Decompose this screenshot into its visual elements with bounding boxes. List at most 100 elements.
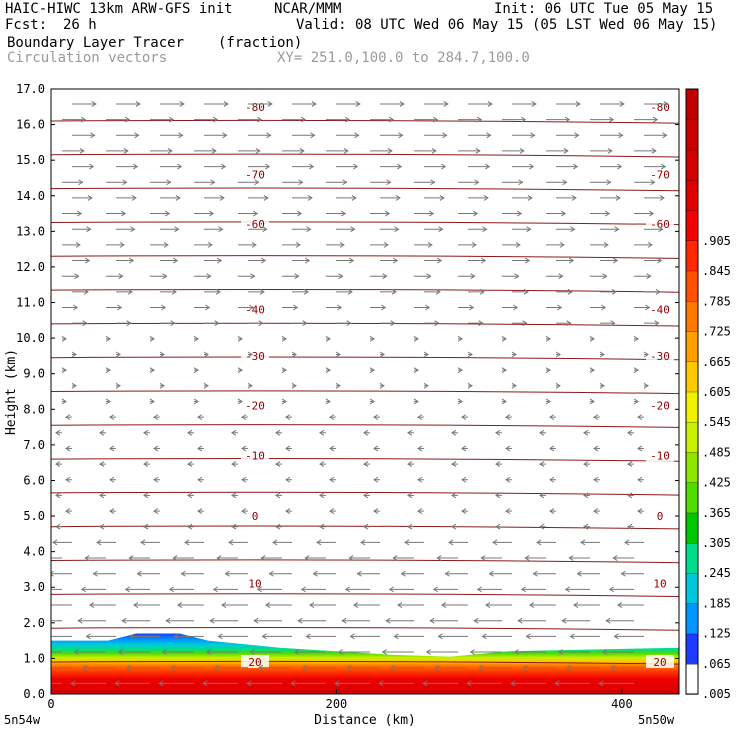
vector-head bbox=[532, 570, 538, 577]
contour-label: 10 bbox=[653, 578, 666, 591]
vector-head bbox=[129, 633, 135, 640]
vector-head bbox=[55, 429, 61, 436]
vector-head bbox=[647, 241, 653, 248]
vector-head bbox=[275, 429, 281, 436]
vector-head bbox=[350, 226, 356, 233]
vector-head bbox=[593, 445, 599, 452]
vector-head bbox=[434, 320, 440, 327]
vector-head bbox=[566, 664, 572, 671]
vector-head bbox=[285, 476, 291, 483]
vector-head bbox=[241, 445, 247, 452]
vector-head bbox=[457, 398, 463, 405]
vector-head bbox=[285, 414, 291, 421]
vector-head bbox=[444, 570, 450, 577]
vector-head bbox=[501, 398, 507, 405]
vector-head bbox=[241, 414, 247, 421]
vector-head bbox=[73, 304, 79, 311]
contour-label-bg bbox=[241, 448, 269, 462]
vector-head bbox=[231, 492, 237, 499]
vector-head bbox=[549, 476, 555, 483]
vector-head bbox=[351, 194, 357, 201]
vector-head bbox=[293, 304, 299, 311]
vector-head bbox=[136, 570, 142, 577]
vector-head bbox=[604, 210, 611, 217]
vector-head bbox=[193, 367, 199, 374]
vector-head bbox=[310, 132, 316, 139]
vector-head bbox=[215, 288, 221, 295]
vector-head bbox=[171, 288, 177, 295]
vector-head bbox=[164, 210, 171, 217]
vector-head bbox=[618, 132, 624, 139]
vector-head bbox=[52, 539, 58, 546]
vector-head bbox=[643, 382, 649, 389]
vector-head bbox=[249, 649, 255, 655]
vector-head bbox=[325, 335, 331, 342]
vector-head bbox=[583, 429, 589, 436]
vector-head bbox=[393, 633, 399, 640]
vector-head bbox=[298, 179, 304, 186]
vector-head bbox=[80, 116, 87, 123]
vector-head bbox=[275, 492, 281, 499]
contour-label: -80 bbox=[245, 101, 265, 114]
contour-label-bg bbox=[646, 576, 674, 590]
valid-time: Valid: 08 UTC Wed 06 May 15 (05 LST Wed … bbox=[296, 17, 718, 33]
vector-head bbox=[555, 382, 561, 389]
contour-line bbox=[51, 322, 679, 327]
forecast-label: Fcst: bbox=[5, 17, 48, 33]
vector-head bbox=[329, 445, 335, 452]
vector-head bbox=[616, 163, 623, 170]
vector-head bbox=[88, 163, 95, 170]
vector-head bbox=[133, 602, 139, 608]
vector-head bbox=[598, 680, 604, 687]
vector-head bbox=[241, 508, 247, 514]
vector-head bbox=[422, 680, 428, 687]
vector-head bbox=[260, 555, 266, 561]
contour-label: -30 bbox=[650, 350, 670, 363]
vector-head bbox=[583, 492, 589, 499]
x-end-label: 5n50w bbox=[638, 713, 675, 727]
vector-head bbox=[643, 351, 649, 358]
colorbar-label: .125 bbox=[702, 627, 731, 641]
colorbar-swatch bbox=[685, 149, 699, 181]
vector-head bbox=[378, 680, 384, 687]
y-tick-label: 4.0 bbox=[23, 545, 45, 559]
vector-head bbox=[197, 445, 203, 452]
cross-section-endpoints: XY= 251.0,100.0 to 284.7,100.0 bbox=[277, 50, 530, 66]
vector-head bbox=[457, 367, 463, 374]
plot-frame bbox=[50, 88, 680, 695]
colorbar-label: .545 bbox=[702, 415, 731, 429]
vector-head bbox=[417, 445, 423, 452]
vector-head bbox=[589, 335, 595, 342]
vector-head bbox=[619, 101, 625, 107]
vector-head bbox=[256, 586, 263, 593]
vector-head bbox=[340, 210, 347, 217]
vector-head bbox=[342, 179, 348, 186]
vectors-label: Circulation vectors bbox=[7, 50, 168, 66]
vector-head bbox=[84, 555, 90, 561]
vector-head bbox=[523, 288, 529, 295]
contour-label: 0 bbox=[657, 510, 664, 523]
vector-head bbox=[85, 257, 91, 264]
vector-head bbox=[637, 414, 643, 421]
colorbar-label: .605 bbox=[702, 385, 731, 399]
vector-head bbox=[281, 367, 287, 374]
vector-head bbox=[394, 226, 400, 233]
contour-label-bg bbox=[646, 654, 674, 668]
vector-head bbox=[305, 257, 311, 264]
vector-head bbox=[312, 570, 318, 577]
contour-line bbox=[51, 424, 679, 428]
vector-head bbox=[223, 101, 229, 107]
vector-head bbox=[432, 586, 439, 593]
vector-head bbox=[360, 539, 366, 546]
colorbar-label: .305 bbox=[702, 536, 731, 550]
vector-head bbox=[118, 273, 124, 280]
contour-label: -20 bbox=[245, 400, 265, 413]
vector-head bbox=[363, 492, 369, 499]
vector-head bbox=[483, 194, 489, 201]
vector-head bbox=[549, 508, 555, 514]
vector-head bbox=[601, 304, 607, 311]
vector-head bbox=[520, 586, 527, 593]
vector-head bbox=[55, 523, 61, 530]
contour-label-bg bbox=[646, 217, 674, 231]
vector-head bbox=[428, 210, 435, 217]
